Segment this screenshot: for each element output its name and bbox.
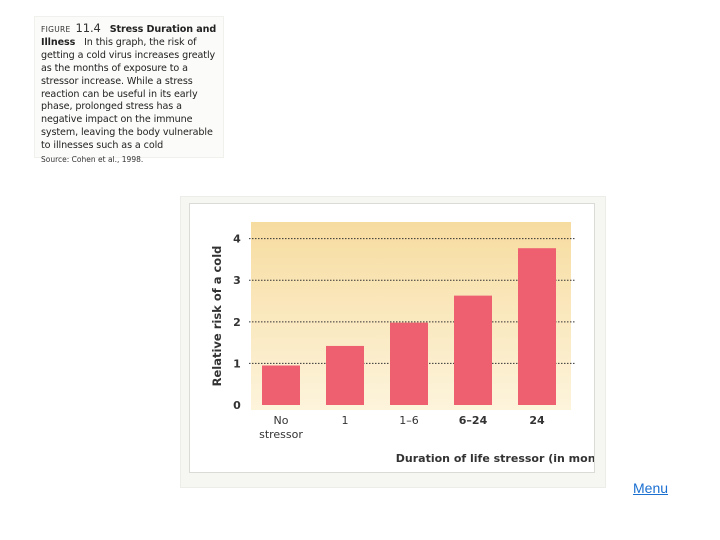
- figure-caption: FIGURE 11.4 Stress Duration and Illness …: [34, 16, 224, 164]
- figure-label: FIGURE: [41, 25, 71, 34]
- y-tick-label: 1: [233, 357, 241, 370]
- bar: [454, 295, 492, 405]
- x-tick-label: stressor: [259, 428, 303, 441]
- caption-body: In this graph, the risk of getting a col…: [41, 36, 216, 152]
- bar: [518, 248, 556, 405]
- x-tick-label: 1: [342, 414, 349, 427]
- y-tick-label: 4: [233, 233, 241, 246]
- y-tick-label: 2: [233, 316, 241, 329]
- chart-panel: 0 1 2 3 4 No stressor 1 1–6 6–24 24 Relative risk…: [189, 203, 620, 473]
- y-tick-label: 0: [233, 399, 241, 412]
- y-axis-title: Relative risk of a cold: [210, 246, 224, 387]
- x-tick-label: No: [274, 414, 289, 427]
- y-tick-labels: 0 1 2 3 4: [233, 233, 241, 412]
- bar: [262, 365, 300, 405]
- caption-title-part2: Illness: [41, 36, 76, 48]
- caption-title-part1: Stress Duration and: [109, 24, 217, 35]
- y-tick-label: 3: [233, 274, 241, 287]
- x-tick-label: 1–6: [399, 414, 419, 427]
- x-tick-label: 6–24: [459, 414, 488, 427]
- menu-link[interactable]: Menu: [633, 480, 669, 496]
- bar: [326, 345, 364, 405]
- caption-source: Source: Cohen et al., 1998.: [41, 155, 144, 165]
- x-axis-title: Duration of life stressor (in months): [396, 452, 594, 465]
- bars: [262, 248, 556, 405]
- chart-frame: 0 1 2 3 4 No stressor 1 1–6 6–24 24 Relative risk…: [180, 196, 620, 488]
- figure-number: 11.4: [75, 21, 101, 35]
- x-tick-label: 24: [529, 414, 545, 427]
- bar: [390, 322, 428, 405]
- caption-paragraph: FIGURE 11.4 Stress Duration and Illness …: [41, 22, 217, 153]
